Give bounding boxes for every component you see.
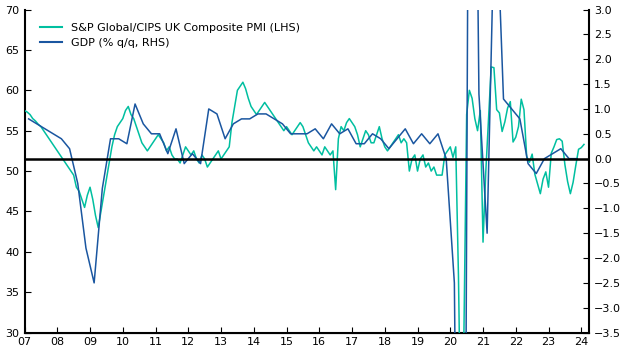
- S&P Global/CIPS UK Composite PMI (LHS): [78, 197, 86, 202]
- GDP (% q/q, RHS): [475, 92, 483, 96]
- Line: S&P Global/CIPS UK Composite PMI (LHS): S&P Global/CIPS UK Composite PMI (LHS): [24, 67, 584, 353]
- S&P Global/CIPS UK Composite PMI (LHS): [487, 65, 495, 69]
- S&P Global/CIPS UK Composite PMI (LHS): [111, 133, 119, 137]
- S&P Global/CIPS UK Composite PMI (LHS): [29, 116, 36, 121]
- GDP (% q/q, RHS): [393, 137, 401, 141]
- Legend: S&P Global/CIPS UK Composite PMI (LHS), GDP (% q/q, RHS): S&P Global/CIPS UK Composite PMI (LHS), …: [36, 18, 305, 53]
- S&P Global/CIPS UK Composite PMI (LHS): [580, 142, 587, 146]
- GDP (% q/q, RHS): [524, 161, 532, 166]
- GDP (% q/q, RHS): [540, 156, 548, 161]
- GDP (% q/q, RHS): [418, 132, 425, 136]
- S&P Global/CIPS UK Composite PMI (LHS): [236, 84, 244, 88]
- GDP (% q/q, RHS): [532, 172, 540, 176]
- Line: GDP (% q/q, RHS): GDP (% q/q, RHS): [29, 0, 577, 353]
- S&P Global/CIPS UK Composite PMI (LHS): [542, 170, 550, 174]
- GDP (% q/q, RHS): [574, 156, 581, 161]
- GDP (% q/q, RHS): [25, 117, 33, 121]
- S&P Global/CIPS UK Composite PMI (LHS): [21, 108, 28, 113]
- S&P Global/CIPS UK Composite PMI (LHS): [179, 153, 187, 157]
